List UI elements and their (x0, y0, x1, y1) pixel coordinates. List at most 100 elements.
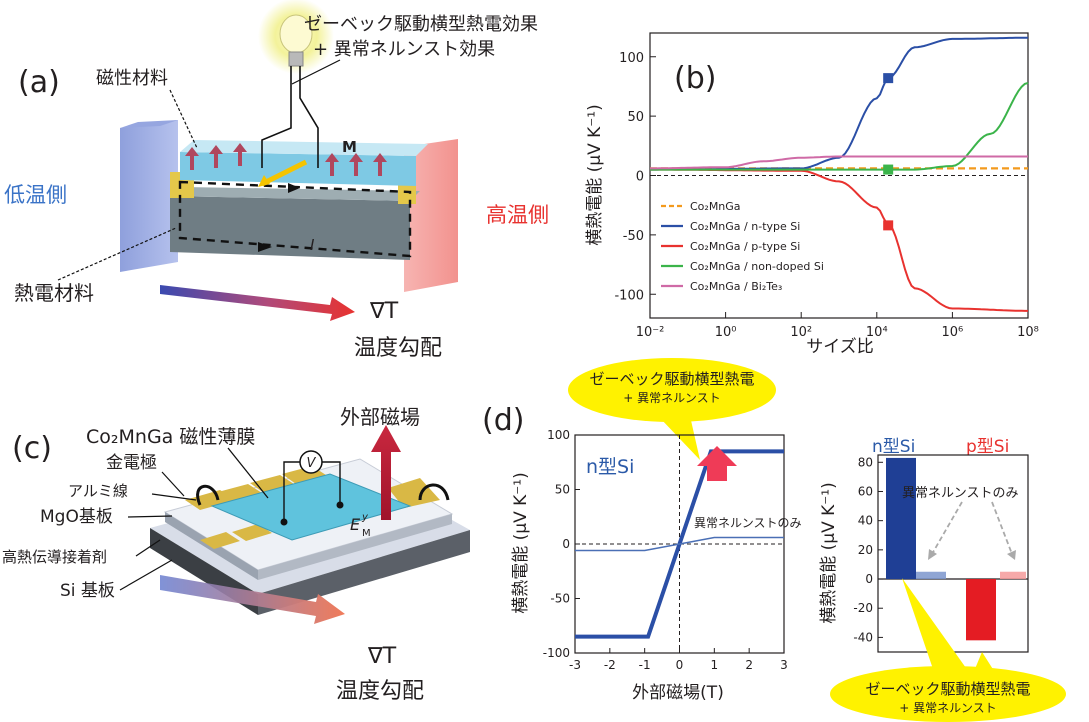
hot-side-label: 高温側 (486, 203, 549, 227)
panel-c: (c) V E (2, 405, 470, 704)
panel-c-label: (c) (12, 431, 52, 466)
bulb-wire-right (299, 66, 319, 168)
grad-t-c-label: ∇T (367, 644, 397, 669)
plot-b-xtick-label: 10⁸ (1017, 325, 1039, 340)
bar (1000, 571, 1026, 580)
plot-d-xtick-label: -2 (604, 658, 616, 672)
plot-d-xtick-label: -1 (639, 658, 651, 672)
plot-b-xtick-label: 10⁰ (715, 325, 737, 340)
e-field-label: E (350, 515, 361, 534)
bulb-wire-left (261, 66, 292, 168)
callout-bottom-line2: + 異常ネルンスト (899, 701, 996, 715)
plot-b-legend-entry: Co₂MnGa / n-type Si (690, 220, 800, 233)
external-field-label: 外部磁場 (340, 405, 420, 429)
plot-b-ylabel: 横熱電能 (μV K⁻¹) (585, 104, 605, 245)
field-up-arrow-icon (371, 425, 401, 520)
plot-d-ytick-label: -100 (543, 646, 570, 660)
plot-b-marker (883, 220, 894, 231)
plot-d-xtick-label: 2 (745, 658, 753, 672)
bar-ticks: 80 60 40 20 0 -20 -40 (853, 455, 1028, 644)
plot-b-ytick-label: -100 (614, 288, 644, 303)
plot-b-ytick-label: 100 (619, 51, 644, 66)
plot-d-xtick-label: -3 (569, 658, 581, 672)
plot-b-ytick-label: 50 (627, 110, 644, 125)
current-loop (178, 180, 412, 258)
effect-subtitle: + 異常ネルンスト効果 (313, 39, 495, 60)
bar-ytick-label: -20 (853, 601, 873, 615)
adhesive-label: 高熱伝導接着剤 (2, 548, 107, 566)
plot-d-lines (575, 435, 784, 653)
callout-top (568, 358, 776, 422)
bar-ylabel: 横熱電能 (μV K⁻¹) (819, 482, 839, 623)
si-label: Si 基板 (60, 581, 115, 601)
plot-b-legend-entry: Co₂MnGa / p-type Si (690, 240, 800, 253)
plot-b-ytick-label: 0 (636, 170, 644, 185)
bar-ytick-label: 0 (865, 572, 873, 586)
bar (916, 571, 946, 580)
co2mnga-film (210, 473, 412, 541)
gradient-c-label: 温度勾配 (336, 679, 424, 704)
magnetization-arrows (185, 143, 387, 176)
plot-d-ytick-label: -50 (550, 592, 570, 606)
plot-d-xtick-label: 1 (711, 658, 719, 672)
plot-b-lines (650, 36, 1029, 312)
bar (966, 579, 996, 641)
bar-bars (886, 457, 1026, 641)
plot-b-xtick-label: 10² (790, 325, 812, 340)
plot-b-series-line (650, 81, 1029, 171)
electrode-label: 金電極 (106, 453, 157, 473)
plot-b-marker (883, 73, 894, 84)
bar-n-label: n型Si (872, 437, 915, 457)
m-label: M (342, 138, 357, 156)
bar-ytick-label: 20 (858, 543, 873, 557)
plot-b-xtick-label: 10⁶ (942, 325, 964, 340)
gradient-arrow-c-icon (160, 575, 345, 624)
plot-b-xtick-label: 10⁴ (866, 325, 888, 340)
thermoelectric-material-label: 熱電材料 (14, 281, 94, 305)
callout-top-line1: ゼーベック駆動横型熱電 (589, 370, 754, 388)
magnetic-material-label: 磁性材料 (96, 68, 168, 89)
grad-t-label: ∇T (369, 299, 399, 324)
bar-ytick-label: 80 (858, 455, 873, 469)
hot-plate (404, 139, 458, 292)
aluminum-wire (196, 484, 220, 506)
plot-b-series-line (650, 155, 1028, 170)
plot-d-ytick-label: 100 (547, 428, 570, 442)
plot-b-legend: Co₂MnGa Co₂MnGa / n-type Si Co₂MnGa / p-ty… (661, 200, 824, 293)
plot-b-legend-entry: Co₂MnGa (690, 200, 741, 213)
ntype-label: n型Si (586, 456, 634, 478)
plot-d-ytick-label: 0 (562, 537, 570, 551)
plot-d-xlabel: 外部磁場(T) (632, 683, 724, 703)
e-field-sub: M (362, 528, 371, 539)
callout-bottom-line1: ゼーベック駆動横型熱電 (865, 680, 1030, 698)
ane-only-small: 異常ネルンストのみ (694, 516, 802, 530)
plot-b-ytick-label: -50 (623, 229, 644, 244)
gradient-arrow-icon (160, 285, 355, 321)
panel-d: (d) ゼーベック駆動横型熱電 + 異常ネルンスト -3 -2 -1 0 1 2 3 100 5… (482, 358, 1066, 722)
plot-d-xtick-label: 0 (676, 658, 684, 672)
plot-d-ticks: -3 -2 -1 0 1 2 3 100 50 0 -50 -100 (543, 428, 788, 672)
e-field-sup: y (361, 512, 369, 523)
plot-b-legend-entry: Co₂MnGa / non-doped Si (690, 260, 824, 273)
thermoelectric-bar (170, 196, 410, 260)
callout-bottom (830, 666, 1066, 722)
gradient-label: 温度勾配 (354, 336, 442, 361)
plot-b-marker (883, 164, 894, 175)
plot-d-series-line (575, 536, 784, 552)
plot-b-legend-entry: Co₂MnGa / Bi₂Te₃ (690, 280, 782, 293)
plot-d-ylabel: 横熱電能 (μV K⁻¹) (511, 472, 531, 613)
effect-title: ゼーベック駆動横型熱電効果 (304, 14, 538, 35)
panel-d-label: (d) (482, 403, 524, 438)
plot-b-xlabel: サイズ比 (806, 337, 874, 357)
big-up-arrow-icon (697, 446, 737, 481)
plot-b-ticks: 10⁻² 10⁰ 10² 10⁴ 10⁶ 10⁸ 100 50 0 -50 -100 (614, 51, 1038, 340)
bar (886, 457, 916, 580)
cold-side-label: 低温側 (4, 183, 67, 207)
voltmeter-label: V (307, 456, 317, 471)
bar-ytick-label: -40 (853, 630, 873, 644)
callout-top-line2: + 異常ネルンスト (623, 391, 720, 405)
field-arrow-icon (260, 159, 308, 187)
film-label: Co₂MnGa 磁性薄膜 (86, 426, 255, 448)
al-wire-label: アルミ線 (68, 482, 128, 500)
